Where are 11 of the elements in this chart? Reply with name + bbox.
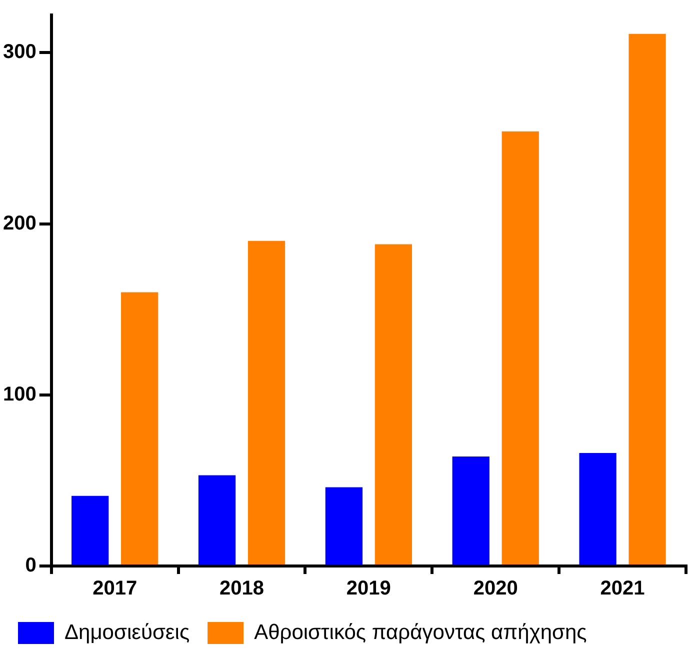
y-tick-label: 100 <box>2 383 36 406</box>
legend-label: Δημοσιεύσεις <box>64 620 190 644</box>
x-tick-label: 2019 <box>346 578 391 600</box>
x-tick-label: 2017 <box>92 578 138 600</box>
y-tick-label: 300 <box>2 41 36 64</box>
x-tick-label: 2018 <box>220 578 264 600</box>
x-tick-label: 2021 <box>600 578 645 600</box>
y-tick-label: 0 <box>25 554 36 577</box>
legend-label: Αθροιστικός παράγοντας απήχησης <box>254 620 587 644</box>
y-tick-label: 200 <box>2 212 36 234</box>
x-tick-label: 2020 <box>473 578 518 600</box>
